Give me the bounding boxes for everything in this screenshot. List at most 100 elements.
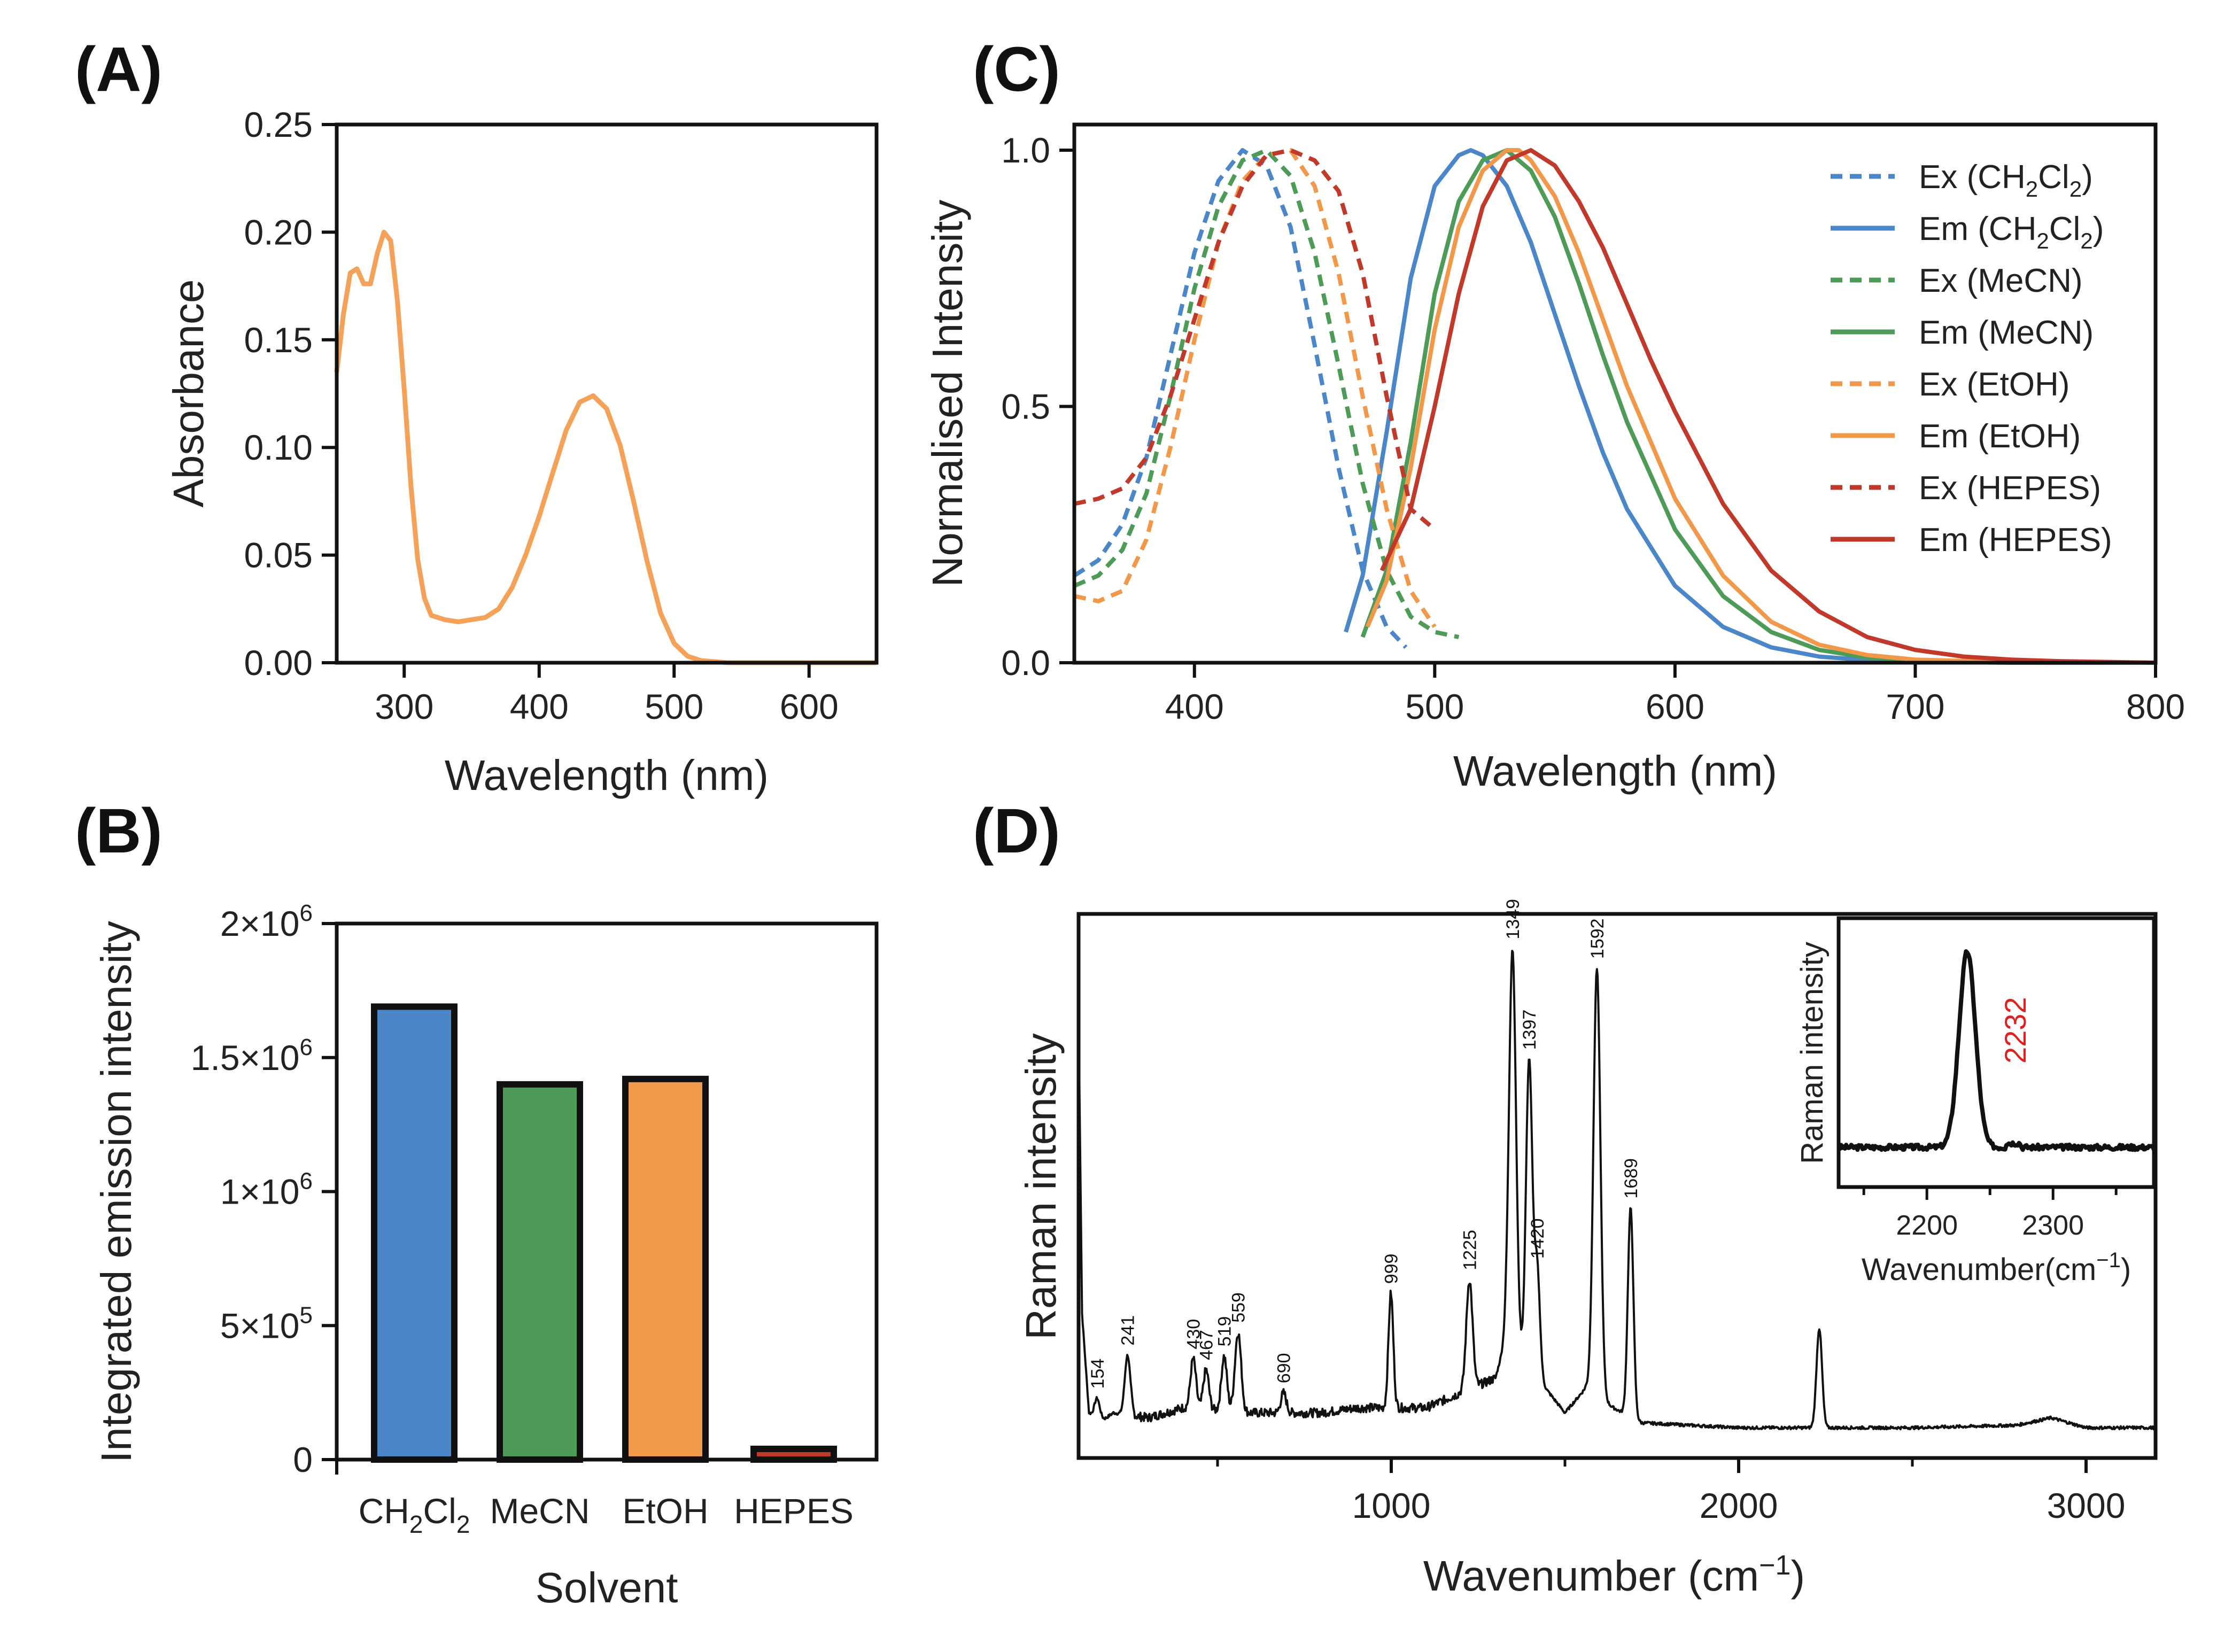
panel-b: (B) 0 5×105 1×106 1.5×106 2×106 CH2Cl2 MeCN Et… [75, 796, 879, 1611]
panel-c-series-2 [1073, 148, 1460, 639]
panel-d-x-title-exp: −1 [1759, 1550, 1791, 1581]
panel-d-peak-label: 1420 [1528, 1219, 1548, 1259]
panel-d-x-title: Wavenumber (cm−1) [1423, 1550, 1805, 1600]
panel-b-category-label: MeCN [490, 1491, 590, 1531]
panel-c-letter: (C) [973, 34, 1060, 105]
panel-b-category-label: HEPES [734, 1491, 854, 1531]
panel-d-x-title-main: Wavenumber [1423, 1552, 1676, 1600]
panel-c-series-3 [1360, 148, 2156, 665]
panel-a-ticks: 300 400 500 600 0.00 0.05 0.10 0.15 0.20 0.25 [244, 105, 839, 726]
panel-b-bars [371, 1003, 837, 1463]
panel-a: (A) 300 400 500 600 0.00 0.05 0.10 0.15 0.20 0.25… [75, 34, 879, 799]
panel-b-ytick-label: 1.5×106 [191, 1034, 313, 1077]
panel-c-x-title: Wavelength (nm) [1453, 747, 1777, 795]
panel-a-ytick-label: 0.25 [244, 105, 313, 144]
panel-b-category-label: EtOH [622, 1491, 708, 1531]
panel-b-y-title: Integrated emission intensity [92, 921, 140, 1463]
panel-b-ytick-label: 1×106 [220, 1168, 313, 1212]
panel-d-peak-label: 467 [1197, 1330, 1217, 1360]
inset-xtick-label: 2300 [2022, 1210, 2084, 1241]
panel-b-category-label: CH2Cl2 [359, 1491, 470, 1538]
panel-a-ytick-label: 0.15 [244, 320, 313, 360]
panel-a-ytick-label: 0.05 [244, 536, 313, 575]
panel-a-series [334, 229, 877, 665]
panel-d-y-title: Raman intensity [1017, 1033, 1065, 1340]
panel-c: (C) 400 500 600 700 800 0.0 0.5 1.0 Ex (CH2Cl2)… [924, 34, 2185, 795]
panel-c-series-5 [1365, 148, 2156, 665]
inset-x-title-main: Wavenumber(cm [1862, 1252, 2096, 1287]
panel-a-xtick-label: 500 [645, 687, 703, 726]
inset-series [1838, 949, 2156, 1152]
panel-d-x-title-unit: (cm [1688, 1552, 1759, 1600]
panel-a-xtick-label: 600 [780, 687, 839, 726]
panel-c-legend-label: Em (EtOH) [1919, 418, 2081, 455]
panel-b-x-title: Solvent [536, 1564, 678, 1611]
inset-frame [1836, 916, 2156, 1189]
panel-c-ytick-label: 0.5 [1001, 386, 1050, 426]
inset-x-title-close: ) [2121, 1252, 2131, 1287]
panel-b-bar-etoh [622, 1075, 709, 1463]
panel-d-x-title-close: ) [1791, 1552, 1805, 1600]
panel-c-y-title: Normalised Intensity [924, 200, 971, 587]
panel-c-xtick-label: 400 [1165, 687, 1224, 726]
panel-c-series-0 [1073, 148, 1408, 649]
panel-d-peak-label: 559 [1228, 1292, 1249, 1323]
panel-b-letter: (B) [75, 796, 162, 866]
panel-d-spectrum [1078, 950, 2156, 1431]
panel-c-legend-label: Ex (MeCN) [1919, 262, 2083, 299]
panel-b-ticks: 0 5×105 1×106 1.5×106 2×106 [191, 900, 338, 1479]
panel-c-xtick-label: 800 [2126, 687, 2185, 726]
inset-ticks: 2200 2300 [1862, 1187, 2118, 1241]
panel-c-series-4 [1074, 148, 1437, 629]
panel-a-y-title: Absorbance [165, 280, 212, 508]
panel-a-xtick-label: 300 [375, 687, 433, 726]
panel-d-peak-label: 1592 [1587, 918, 1608, 959]
panel-d-peak-label: 1689 [1621, 1158, 1641, 1199]
panel-a-line-0 [334, 229, 877, 665]
panel-b-ytick-label: 0 [293, 1440, 313, 1479]
panel-d-peak-label: 430 [1184, 1319, 1204, 1349]
panel-a-ytick-label: 0.10 [244, 428, 313, 467]
inset-xtick-label: 2200 [1896, 1210, 1958, 1241]
panel-c-legend-label: Em (MeCN) [1919, 314, 2094, 351]
panel-a-xtick-label: 400 [510, 687, 569, 726]
panel-c-legend-label: Ex (EtOH) [1919, 366, 2070, 403]
panel-c-xtick-label: 600 [1646, 687, 1704, 726]
panel-a-ytick-label: 0.20 [244, 212, 313, 252]
inset-peak-label: 2232 [1998, 997, 2032, 1064]
panel-c-series [1073, 148, 2156, 665]
panel-d-peak-label: 154 [1088, 1359, 1108, 1389]
panel-c-ytick-label: 1.0 [1001, 130, 1050, 170]
inset-x-title: Wavenumber(cm−1) [1862, 1248, 2131, 1287]
panel-a-ytick-label: 0.00 [244, 643, 313, 682]
panel-c-frame [1072, 122, 2158, 665]
panel-d-peak-label: 241 [1118, 1315, 1138, 1346]
panel-d-xtick-label: 2000 [1700, 1486, 1778, 1525]
inset-x-title-exp: −1 [2096, 1248, 2121, 1272]
panel-c-series-6 [1074, 148, 1436, 531]
panel-b-category-labels: CH2Cl2 MeCN EtOH HEPES [359, 1491, 854, 1538]
panel-b-ytick-label: 2×106 [220, 900, 313, 943]
panel-d-peak-label: 1397 [1520, 1010, 1540, 1050]
inset-background [1839, 918, 2154, 1187]
panel-d-series [1078, 950, 2156, 1431]
panel-c-legend-label: Em (CH2Cl2) [1919, 211, 2104, 253]
panel-c-legend-label: Ex (HEPES) [1919, 470, 2101, 507]
panel-c-series-1 [1344, 148, 2156, 665]
panel-d-peak-label: 999 [1381, 1254, 1401, 1284]
panel-d-peak-label: 519 [1214, 1316, 1235, 1347]
panel-c-ytick-label: 0.0 [1001, 643, 1050, 682]
panel-d-xtick-label: 3000 [2047, 1486, 2126, 1525]
inset-spectrum [1838, 949, 2156, 1152]
panel-b-bar-ch2cl2 [371, 1003, 458, 1463]
panel-a-x-title: Wavelength (nm) [445, 751, 769, 799]
panel-c-legend: Ex (CH2Cl2) Em (CH2Cl2) Ex (MeCN) Em (MeCN)… [1831, 159, 2112, 559]
panel-b-bar-mecn [497, 1081, 583, 1463]
panel-c-legend-label: Ex (CH2Cl2) [1919, 159, 2093, 201]
panel-d-ticks: 1000 2000 3000 [1216, 1458, 2126, 1525]
panel-a-letter: (A) [75, 34, 162, 105]
panel-d-peak-label: 690 [1274, 1353, 1295, 1384]
